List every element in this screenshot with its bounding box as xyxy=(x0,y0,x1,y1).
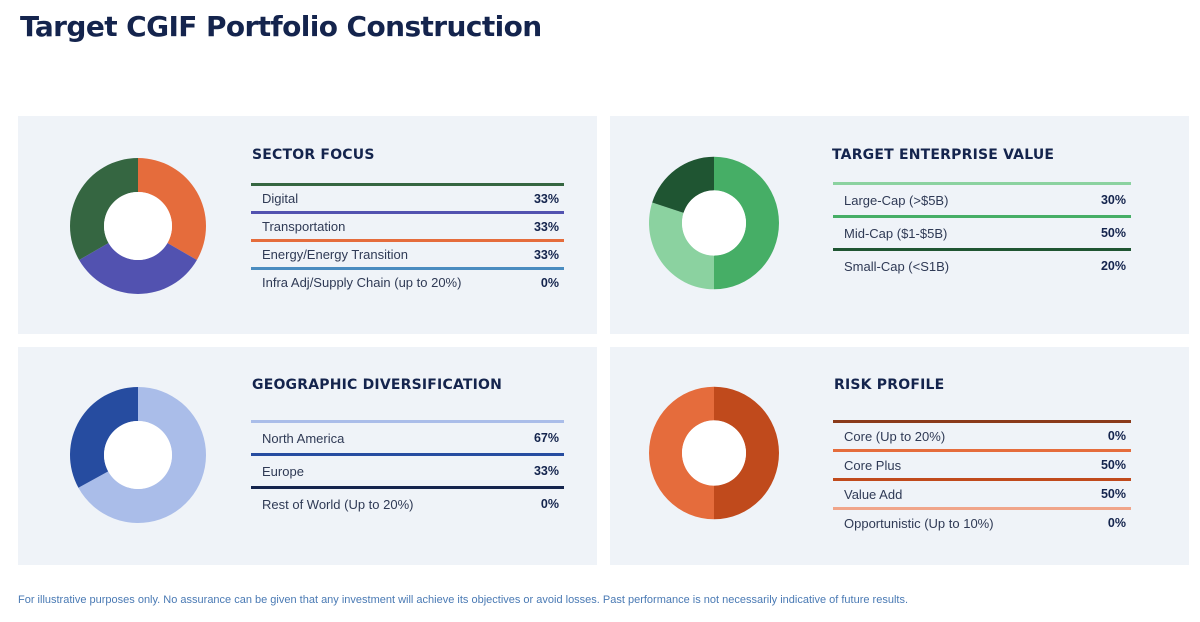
legend-row: Value Add 50% xyxy=(833,478,1131,507)
enterprise-value-heading: TARGET ENTERPRISE VALUE xyxy=(832,147,1055,163)
donut-slice-mid-cap-1-5b xyxy=(714,156,779,290)
donut-hole xyxy=(682,420,746,486)
legend-row: Small-Cap (<S1B) 20% xyxy=(833,248,1131,281)
donut-slice-transportation xyxy=(79,243,197,294)
donut-slice-value-add xyxy=(714,386,779,520)
legend-value: 50% xyxy=(1100,487,1126,501)
legend-value: 33% xyxy=(533,464,559,478)
donut-hole xyxy=(104,421,172,489)
legend-label: Mid-Cap ($1-$5B) xyxy=(844,225,948,241)
legend-value: 0% xyxy=(1107,516,1126,530)
legend-value: 50% xyxy=(1100,458,1126,472)
legend-label: Transportation xyxy=(262,219,346,234)
legend-row: North America 67% xyxy=(251,420,564,453)
legend-label: Small-Cap (<S1B) xyxy=(844,258,950,274)
legend-value: 33% xyxy=(533,191,559,206)
legend-value: 0% xyxy=(540,275,559,290)
legend-row: Core (Up to 20%) 0% xyxy=(833,420,1131,449)
geographic-panel: GEOGRAPHIC DIVERSIFICATION North America… xyxy=(18,347,597,565)
enterprise-value-donut xyxy=(649,156,779,290)
sector-focus-panel: SECTOR FOCUS Digital 33% Transportation 33%… xyxy=(18,116,597,334)
page-title: Target CGIF Portfolio Construction xyxy=(20,10,542,43)
risk-profile-panel: RISK PROFILE Core (Up to 20%) 0% Core Plus… xyxy=(610,347,1189,565)
legend-label: Digital xyxy=(262,191,299,206)
legend-label: North America xyxy=(262,430,345,446)
geographic-heading: GEOGRAPHIC DIVERSIFICATION xyxy=(252,377,503,393)
donut-slice-north-america xyxy=(78,387,206,523)
legend-label: Infra Adj/Supply Chain (up to 20%) xyxy=(262,275,462,290)
legend-row: Mid-Cap ($1-$5B) 50% xyxy=(833,215,1131,248)
legend-label: Core (Up to 20%) xyxy=(844,428,946,444)
legend-value: 50% xyxy=(1100,226,1126,240)
legend-label: Europe xyxy=(262,463,304,479)
legend-row: Core Plus 50% xyxy=(833,449,1131,478)
legend-row: Infra Adj/Supply Chain (up to 20%) 0% xyxy=(251,267,564,295)
legend-label: Large-Cap (>$5B) xyxy=(844,192,949,208)
donut-slice-small-cap-s1b xyxy=(652,156,714,213)
geographic-donut xyxy=(70,387,206,523)
legend-row: Rest of World (Up to 20%) 0% xyxy=(251,486,564,519)
donut-slice-large-cap-5b xyxy=(649,202,714,290)
legend-row: Opportunistic (Up to 10%) 0% xyxy=(833,507,1131,536)
risk-profile-donut xyxy=(649,386,779,520)
sector-focus-donut xyxy=(70,158,206,294)
legend-row: Large-Cap (>$5B) 30% xyxy=(833,182,1131,215)
legend-value: 0% xyxy=(540,497,559,511)
sector-focus-heading: SECTOR FOCUS xyxy=(252,147,375,163)
donut-slice-digital xyxy=(70,158,138,260)
donut-hole xyxy=(682,190,746,256)
legend-label: Energy/Energy Transition xyxy=(262,247,408,262)
legend-value: 20% xyxy=(1100,259,1126,273)
risk-profile-legend: Core (Up to 20%) 0% Core Plus 50% Value Add 5… xyxy=(833,420,1131,536)
legend-value: 30% xyxy=(1100,193,1126,207)
sector-focus-legend: Digital 33% Transportation 33% Energy/Energy… xyxy=(251,183,564,295)
legend-row: Digital 33% xyxy=(251,183,564,211)
legend-label: Opportunistic (Up to 10%) xyxy=(844,515,994,531)
legend-row: Europe 33% xyxy=(251,453,564,486)
legend-value: 33% xyxy=(533,247,559,262)
donut-slice-europe xyxy=(70,387,138,488)
legend-label: Value Add xyxy=(844,486,903,502)
legend-label: Rest of World (Up to 20%) xyxy=(262,496,414,512)
donut-slice-core-plus xyxy=(649,386,714,520)
disclaimer-text: For illustrative purposes only. No assur… xyxy=(18,594,908,606)
legend-value: 33% xyxy=(533,219,559,234)
donut-hole xyxy=(104,192,172,260)
enterprise-value-legend: Large-Cap (>$5B) 30% Mid-Cap ($1-$5B) 50% Sm… xyxy=(833,182,1131,281)
legend-value: 0% xyxy=(1107,429,1126,443)
risk-profile-heading: RISK PROFILE xyxy=(834,377,945,393)
legend-row: Energy/Energy Transition 33% xyxy=(251,239,564,267)
enterprise-value-panel: TARGET ENTERPRISE VALUE Large-Cap (>$5B)… xyxy=(610,116,1189,334)
legend-row: Transportation 33% xyxy=(251,211,564,239)
legend-label: Core Plus xyxy=(844,457,902,473)
legend-value: 67% xyxy=(533,431,559,445)
donut-slice-energy-energy-transition xyxy=(138,158,206,260)
geographic-legend: North America 67% Europe 33% Rest of World (… xyxy=(251,420,564,519)
